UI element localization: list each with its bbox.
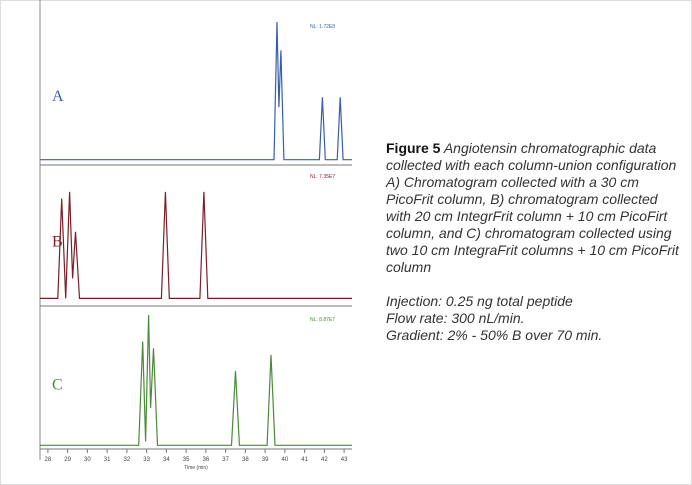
x-tick-label: 33 (143, 457, 150, 463)
x-tick-label: 31 (104, 457, 111, 463)
caption-text: Figure 5 Angiotensin chromatographic dat… (386, 140, 681, 276)
x-tick-label: 29 (64, 457, 71, 463)
x-tick-label: 41 (301, 457, 308, 463)
note: Gradient: 2% - 50% B over 70 min. (386, 327, 603, 343)
trace (40, 191, 352, 299)
trace (40, 314, 352, 446)
x-tick-label: 40 (282, 457, 289, 463)
trace (40, 21, 352, 161)
figure-label: Figure 5 (386, 140, 441, 156)
x-tick-label: 30 (84, 457, 91, 463)
x-axis-label: Time (min) (184, 465, 208, 471)
x-tick-label: 32 (124, 457, 131, 463)
spacer (386, 276, 681, 293)
caption: Figure 5 Angiotensin chromatographic dat… (386, 140, 681, 344)
x-tick-label: 39 (262, 457, 269, 463)
note: Flow rate: 300 nL/min. (386, 310, 525, 326)
x-tick-label: 28 (45, 457, 52, 463)
x-tick-label: 36 (203, 457, 210, 463)
x-tick-label: 42 (321, 457, 328, 463)
x-tick-label: 34 (163, 457, 170, 463)
note: Injection: 0.25 ng total peptide (386, 293, 573, 309)
panel-label: B (52, 234, 63, 251)
annotation: NL: 1.72E8 (310, 24, 335, 30)
panel-label: C (52, 377, 63, 394)
x-tick-label: 38 (242, 457, 249, 463)
x-tick-label: 43 (341, 457, 348, 463)
x-tick-label: 37 (222, 457, 229, 463)
chart: A NL: 1.72E8 B NL: 7.35E7 C NL: 8.87E7 28 29 30 3… (39, 0, 352, 471)
caption-body: Angiotensin chromatographic data collect… (386, 140, 679, 275)
x-tick-label: 35 (183, 457, 190, 463)
annotation: NL: 7.35E7 (310, 174, 335, 180)
panel-label: A (52, 88, 64, 105)
annotation: NL: 8.87E7 (310, 317, 335, 323)
